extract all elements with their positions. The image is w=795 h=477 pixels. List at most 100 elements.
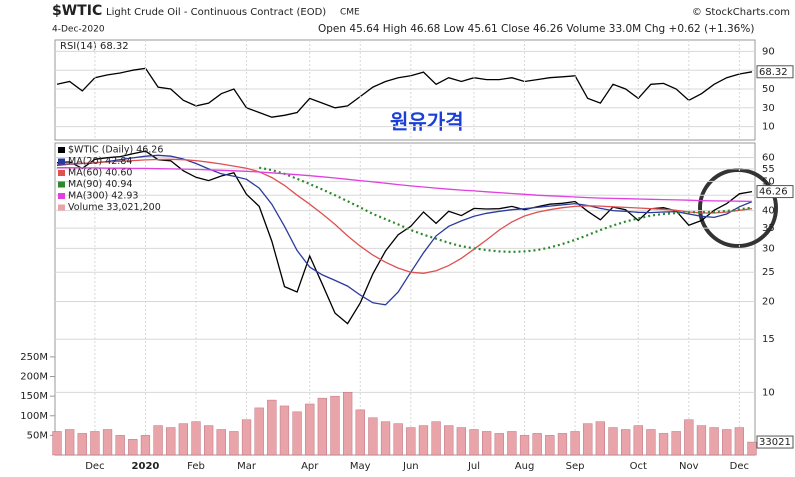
legend-swatch	[58, 204, 65, 211]
volume-bar	[292, 411, 302, 456]
x-tick-label: Sep	[566, 461, 585, 472]
rsi-line	[56, 67, 753, 118]
x-tick-label: 2020	[132, 461, 160, 472]
ma-line	[258, 166, 753, 254]
volume-bar	[65, 429, 75, 456]
legend-swatch	[58, 147, 65, 153]
x-tick-label: Apr	[301, 461, 319, 472]
volume-bar	[595, 421, 605, 456]
y-tick-label: 40	[762, 206, 775, 217]
volume-bar	[406, 427, 416, 456]
y-tick-label: 10	[762, 122, 775, 133]
y-tick-label: 25	[762, 267, 775, 278]
volume-bar	[368, 417, 378, 456]
x-tick-label: Dec	[85, 461, 104, 472]
legend-entry: MA(90) 40.94	[68, 179, 132, 190]
y2-tick-label: 50M	[27, 430, 48, 441]
price-box	[756, 185, 794, 199]
volume-bar	[696, 425, 707, 456]
x-tick-label: May	[350, 461, 371, 472]
y2-tick-label: 150M	[20, 391, 48, 402]
volume-bar	[507, 431, 517, 456]
volume-bar	[557, 433, 568, 456]
price-line	[56, 150, 753, 325]
source: © StockCharts.com	[692, 7, 790, 18]
price-last-label: 46.26	[759, 187, 788, 198]
legend-swatch	[58, 193, 65, 199]
volume-bar	[52, 431, 62, 456]
x-tick-label: Nov	[679, 461, 699, 472]
volume-bar	[444, 425, 454, 456]
ma-line	[56, 158, 753, 274]
volume-bar	[583, 423, 593, 456]
y-tick-label: 30	[762, 103, 775, 114]
y-tick-label: 90	[762, 46, 775, 57]
volume-bar	[709, 427, 719, 456]
y2-tick-label: 250M	[20, 352, 48, 363]
volume-bar	[229, 431, 239, 456]
volume-bar	[305, 403, 315, 456]
legend-swatch	[58, 158, 65, 165]
legend-swatch	[58, 181, 65, 188]
highlight-circle	[698, 168, 778, 248]
volume-bar	[279, 405, 290, 456]
rsi-legend: RSI(14) 68.32	[60, 41, 129, 52]
volume-last-label: 33021	[759, 437, 791, 448]
legend-entry: $WTIC (Daily) 46.26	[68, 145, 163, 156]
volume-bar	[128, 439, 138, 456]
volume-bar	[317, 397, 327, 456]
volume-bar	[418, 425, 429, 456]
rsi-panel	[54, 39, 756, 141]
x-tick-label: Dec	[730, 461, 749, 472]
volume-bar	[204, 425, 214, 456]
y2-tick-label: 200M	[20, 372, 48, 383]
legend-entry: Volume 33,021,200	[68, 202, 161, 213]
exchange: CME	[340, 8, 360, 18]
y2-tick-label: 100M	[20, 411, 48, 422]
volume-bar	[494, 433, 504, 456]
y-tick-label: 50	[762, 176, 775, 187]
volume-box	[756, 435, 794, 449]
volume-bar	[519, 435, 530, 456]
annotation: 원유가격	[390, 110, 464, 134]
volume-bar	[747, 441, 757, 456]
volume-bar	[241, 419, 252, 456]
instrument-name: Light Crude Oil - Continuous Contract (E…	[106, 7, 326, 18]
volume-bar	[267, 399, 277, 456]
volume-bar	[532, 433, 542, 456]
x-tick-label: Jun	[402, 461, 419, 472]
volume-bar	[570, 431, 580, 456]
volume-bar	[671, 431, 681, 456]
y-tick-label: 10	[762, 387, 775, 398]
y-tick-label: 30	[762, 243, 775, 254]
y-tick-label: 60	[762, 152, 775, 163]
legend-entry: MA(20) 42.84	[68, 156, 132, 167]
rsi-value-label: 68.32	[759, 67, 788, 78]
volume-bar	[90, 431, 100, 456]
y-tick-label: 20	[762, 296, 775, 307]
y-tick-label: 55	[762, 164, 775, 175]
volume-bar	[330, 395, 340, 456]
rsi-value-box	[756, 65, 794, 79]
legend-entry: MA(60) 40.60	[68, 168, 132, 179]
volume-bar	[380, 421, 391, 456]
price-panel	[54, 142, 756, 456]
volume-bar	[153, 425, 163, 456]
volume-bar	[140, 435, 151, 456]
volume-bar	[646, 429, 656, 456]
volume-bar	[621, 429, 631, 456]
volume-bar	[115, 435, 125, 456]
volume-bar	[178, 423, 188, 456]
volume-bar	[355, 409, 365, 456]
y-tick-label: 35	[762, 223, 775, 234]
volume-bar	[343, 392, 353, 456]
volume-bar	[633, 425, 643, 456]
volume-bar	[545, 435, 555, 456]
volume-bar	[469, 429, 479, 456]
volume-bar	[722, 429, 732, 456]
volume-bar	[393, 423, 403, 456]
ma-line	[56, 154, 753, 306]
date: 4-Dec-2020	[52, 25, 105, 35]
legend-entry: MA(300) 42.93	[68, 191, 138, 202]
x-tick-label: Jul	[467, 461, 480, 472]
